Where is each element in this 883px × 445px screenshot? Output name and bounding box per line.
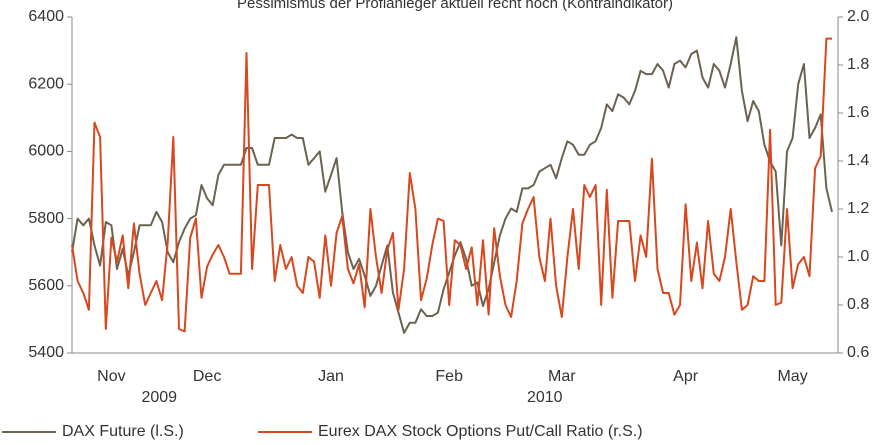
y-tick-label: 5800 <box>28 210 64 227</box>
y-tick-label: 5600 <box>28 277 64 294</box>
y-tick-label: 6000 <box>28 143 64 160</box>
y2-tick-label: 0.8 <box>847 296 869 313</box>
x-tick-label: Jan <box>318 368 344 385</box>
year-label: 2009 <box>141 389 177 406</box>
x-tick-label: Apr <box>673 368 699 385</box>
series-line <box>71 37 832 333</box>
x-tick-label: Dec <box>193 368 221 385</box>
x-tick-label: Mar <box>548 368 576 385</box>
y2-tick-label: 1.8 <box>847 56 869 73</box>
y-tick-label: 5400 <box>28 344 64 361</box>
year-label: 2010 <box>527 389 563 406</box>
chart-title: Pessimismus der Profianleger aktuell rec… <box>237 0 673 12</box>
x-tick-label: Feb <box>435 368 463 385</box>
y2-tick-label: 0.6 <box>847 344 869 361</box>
y2-tick-label: 1.4 <box>847 152 869 169</box>
y2-tick-label: 1.2 <box>847 200 869 217</box>
y2-tick-label: 2.0 <box>847 8 869 25</box>
x-tick-label: May <box>777 368 807 385</box>
legend-label: Eurex DAX Stock Options Put/Call Ratio (… <box>318 423 643 440</box>
y2-tick-label: 1.0 <box>847 248 869 265</box>
series-line <box>71 36 833 334</box>
y2-tick-label: 1.6 <box>847 104 869 121</box>
x-tick-label: Nov <box>97 368 125 385</box>
y-tick-label: 6400 <box>28 8 64 25</box>
legend-label: DAX Future (l.S.) <box>62 423 184 440</box>
y-tick-label: 6200 <box>28 75 64 92</box>
